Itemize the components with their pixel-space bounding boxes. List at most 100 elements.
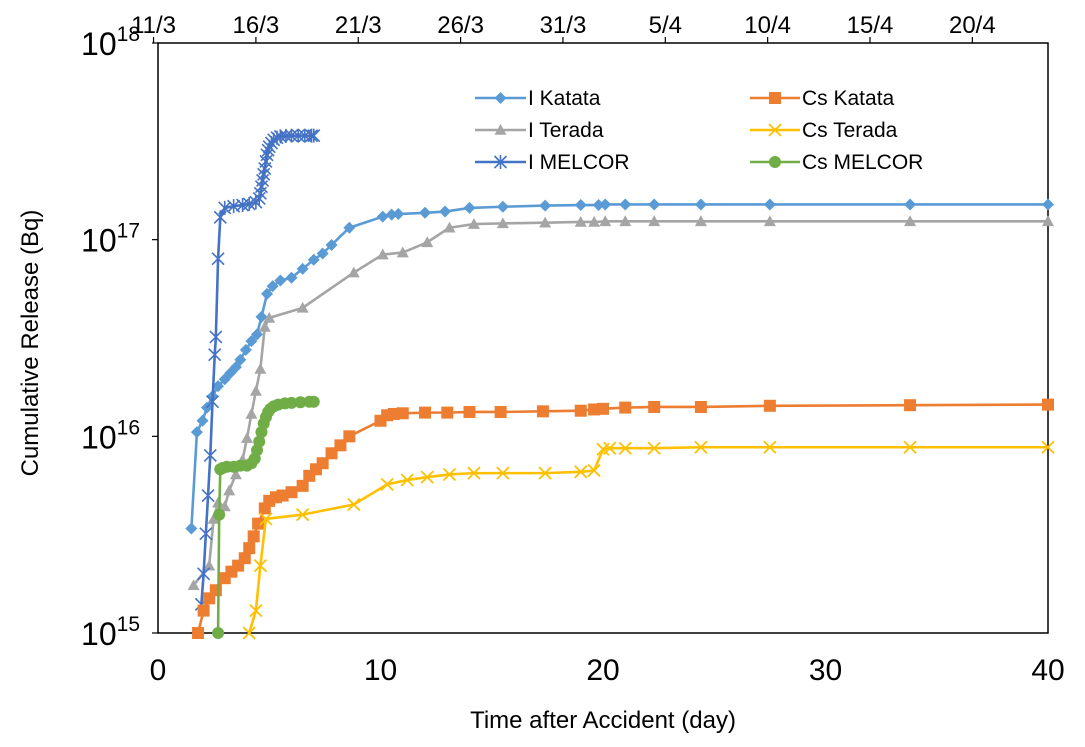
data-point-i-katata — [574, 199, 587, 212]
data-point-cs-katata — [238, 552, 251, 565]
legend-item-cs-terada: Cs Terada — [750, 119, 898, 142]
legend-item-i-melcor: I MELCOR — [475, 151, 630, 174]
series-cs-katata — [192, 398, 1054, 639]
x-tick-label: 40 — [1031, 654, 1064, 687]
data-point-cs-terada — [763, 440, 777, 454]
data-point-i-terada — [203, 559, 216, 571]
data-point-i-katata — [376, 210, 389, 223]
top-date-tick-label: 5/4 — [649, 12, 682, 39]
data-point-cs-terada — [587, 463, 601, 478]
data-point-i-melcor — [205, 394, 220, 409]
data-point-i-terada — [396, 246, 409, 258]
legend-label: Cs MELCOR — [802, 151, 923, 174]
data-point-cs-terada — [420, 470, 434, 484]
data-point-cs-katata — [1042, 398, 1054, 411]
data-point-cs-melcor — [213, 508, 226, 521]
data-point-i-terada — [694, 215, 707, 227]
legend-marker — [769, 156, 781, 168]
series-i-melcor — [194, 128, 321, 612]
top-date-tick-label: 21/3 — [335, 12, 382, 39]
data-point-i-melcor — [304, 128, 319, 143]
data-point-i-terada — [263, 311, 276, 323]
legend-item-i-katata: I Katata — [475, 87, 601, 110]
data-point-i-katata — [190, 426, 203, 439]
data-point-cs-terada — [347, 497, 361, 512]
data-point-cs-katata — [597, 402, 609, 415]
y-tick-label: 1015 — [81, 613, 140, 652]
data-point-cs-terada — [249, 603, 263, 618]
data-point-cs-katata — [574, 404, 587, 417]
data-point-i-katata — [763, 198, 776, 211]
legend-marker — [493, 155, 508, 169]
data-point-cs-katata — [316, 457, 329, 470]
data-point-i-katata — [385, 208, 398, 221]
data-point-i-melcor — [203, 448, 217, 463]
data-point-i-melcor — [284, 128, 299, 143]
data-point-i-katata — [1042, 198, 1054, 211]
data-point-cs-katata — [343, 430, 356, 443]
data-point-i-terada — [258, 320, 271, 332]
data-point-i-melcor — [208, 347, 222, 362]
data-point-cs-terada — [574, 465, 588, 479]
data-point-i-melcor — [197, 566, 211, 581]
y-tick-label: 1017 — [81, 220, 140, 259]
data-point-cs-melcor — [294, 396, 307, 409]
data-point-cs-katata — [192, 627, 205, 639]
data-point-cs-katata — [252, 517, 265, 530]
data-point-cs-terada — [380, 477, 394, 491]
top-date-axis: 11/3 16/3 21/3 26/3 31/3 5/4 10/4 15/4 20/4 — [131, 12, 996, 43]
data-point-i-katata — [539, 199, 552, 212]
data-point-i-katata — [255, 310, 268, 323]
data-point-i-katata — [496, 200, 509, 213]
legend-item-i-terada: I Terada — [475, 119, 604, 142]
data-point-cs-katata — [197, 604, 210, 617]
top-date-tick-label: 31/3 — [540, 12, 587, 39]
data-point-cs-terada — [603, 441, 617, 455]
data-point-i-terada — [574, 215, 587, 227]
data-point-i-katata — [325, 238, 338, 251]
y-axis-ticks: 1015 1016 1017 1018 — [81, 23, 158, 652]
data-point-i-terada — [648, 215, 661, 227]
data-point-cs-terada — [467, 466, 481, 480]
series-cs-melcor — [212, 395, 320, 639]
data-point-i-katata — [261, 287, 274, 300]
data-point-i-katata — [185, 522, 198, 535]
data-point-cs-katata — [243, 542, 256, 555]
top-date-tick-label: 15/4 — [847, 12, 894, 39]
data-point-i-melcor — [307, 128, 321, 143]
data-point-cs-terada — [259, 512, 273, 526]
data-point-i-terada — [254, 362, 267, 374]
data-point-cs-terada — [400, 473, 414, 487]
data-point-cs-katata — [247, 530, 260, 543]
data-point-i-terada — [588, 215, 601, 227]
data-point-i-katata — [212, 380, 225, 393]
data-point-i-terada — [599, 215, 612, 227]
x-tick-label: 20 — [586, 654, 619, 687]
data-point-i-terada — [212, 496, 225, 508]
data-point-i-katata — [694, 198, 707, 211]
data-point-i-katata — [439, 205, 452, 218]
data-point-cs-katata — [396, 407, 409, 420]
data-point-cs-katata — [494, 405, 507, 418]
data-point-i-katata — [196, 414, 209, 427]
legend-label: I Katata — [528, 87, 601, 110]
y-tick-label: 1018 — [81, 23, 140, 62]
data-point-cs-terada — [538, 466, 552, 480]
data-point-i-terada — [539, 216, 552, 228]
data-series — [185, 128, 1055, 640]
data-point-i-terada — [187, 579, 200, 591]
data-point-cs-katata — [648, 400, 661, 413]
data-point-cs-terada — [647, 441, 661, 455]
data-point-i-terada — [467, 218, 480, 229]
data-point-cs-terada — [1041, 440, 1055, 454]
data-point-i-katata — [904, 198, 917, 211]
data-point-i-katata — [463, 201, 476, 214]
data-point-cs-katata — [209, 584, 222, 597]
data-point-i-katata — [296, 262, 309, 275]
data-point-i-katata — [392, 208, 405, 221]
data-point-i-terada — [223, 484, 236, 496]
data-point-i-terada — [241, 432, 253, 443]
top-date-tick-label: 11/3 — [131, 12, 176, 39]
legend-label: Cs Terada — [802, 119, 898, 142]
legend-item-cs-katata: Cs Katata — [750, 87, 895, 110]
